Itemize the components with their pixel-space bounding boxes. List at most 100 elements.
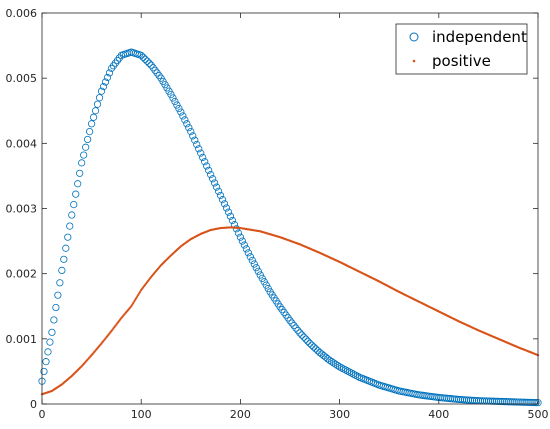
data-point-independent [298,331,306,339]
data-point-independent [512,398,520,406]
data-point-independent [89,113,98,121]
x-tick-label: 100 [131,408,152,421]
data-point-independent [460,396,469,404]
data-point-independent [44,348,52,356]
data-point-independent [308,341,316,349]
data-point-independent [464,396,473,404]
data-point-independent [48,328,56,336]
data-point-independent [40,367,48,376]
data-point-independent [195,145,203,153]
y-tick-label: 0.006 [6,7,38,20]
data-point-independent [302,335,310,343]
data-point-independent [441,394,449,402]
data-point-independent [183,120,191,128]
data-point-independent [205,166,213,174]
data-point-independent [246,253,254,261]
data-point-independent [516,398,524,406]
data-point-positive [136,295,139,298]
plot-background [42,13,538,404]
x-tick-label: 500 [528,408,549,421]
data-point-independent [137,51,145,59]
data-point-positive [139,290,142,293]
data-point-independent [504,398,512,406]
data-point-independent [443,394,451,402]
data-point-independent [459,396,467,404]
data-point-independent [462,396,471,404]
data-point-independent [294,326,302,335]
data-point-independent [169,94,177,102]
data-point-independent [80,151,88,159]
data-point-independent [60,255,68,263]
data-point-positive [133,300,136,303]
data-point-independent [224,208,233,216]
data-point-independent [345,368,354,376]
data-point-independent [107,64,116,72]
data-point-independent [353,372,362,380]
y-tick-label: 0.002 [6,268,38,281]
data-point-independent [300,333,308,341]
data-point-independent [496,397,504,406]
x-tick-label: 400 [428,408,449,421]
data-point-independent [64,233,72,241]
data-point-independent [173,101,181,109]
data-point-independent [250,260,258,268]
data-point-independent [78,159,86,167]
y-tick-label: 0.005 [6,72,38,85]
data-point-independent [66,222,74,230]
data-point-independent [68,211,76,219]
data-point-independent [214,187,223,195]
data-point-independent [532,399,540,407]
x-tick-label: 0 [39,408,46,421]
data-point-independent [189,132,197,140]
data-point-independent [179,112,187,120]
data-point-independent [199,153,207,162]
data-point-independent [490,397,498,405]
data-point-independent [252,264,260,272]
data-point-independent [451,395,459,403]
data-point-independent [203,162,211,170]
data-point-independent [310,343,318,351]
data-point-independent [234,229,243,237]
data-point-independent [155,71,163,80]
data-point-independent [296,329,304,337]
data-point-independent [524,398,532,406]
data-point-independent [494,397,502,405]
data-point-independent [222,204,231,212]
data-point-independent [181,116,189,124]
plot-area [42,13,538,404]
data-point-independent [149,64,157,72]
data-point-independent [218,196,227,204]
data-point-independent [528,398,536,407]
data-point-positive [137,293,140,296]
data-point-independent [209,175,217,183]
data-point-positive [132,301,135,305]
legend-box [395,23,528,75]
data-point-independent [143,57,151,65]
data-point-positive [130,305,133,308]
data-point-independent [290,321,298,330]
data-point-independent [141,55,149,63]
data-point-independent [93,100,102,108]
data-point-positive [138,292,141,295]
data-point-independent [330,359,338,367]
data-point-independent [248,256,256,264]
data-point-independent [167,90,175,99]
data-point-independent [187,128,195,136]
data-point-independent [220,200,229,208]
y-tick-label: 0.004 [6,137,38,150]
data-point-independent [304,337,312,345]
data-point-independent [147,61,155,69]
data-point-independent [151,66,159,74]
data-point-independent [97,87,106,95]
data-point-independent [95,94,104,102]
data-point-independent [242,245,250,253]
data-point-independent [286,316,294,325]
data-point-independent [530,398,538,407]
data-point-independent [244,249,252,257]
data-point-independent [105,69,114,77]
data-point-independent [238,237,246,245]
data-point-independent [312,345,320,353]
data-point-independent [54,291,62,299]
data-point-independent [212,183,221,191]
data-point-independent [171,97,179,106]
